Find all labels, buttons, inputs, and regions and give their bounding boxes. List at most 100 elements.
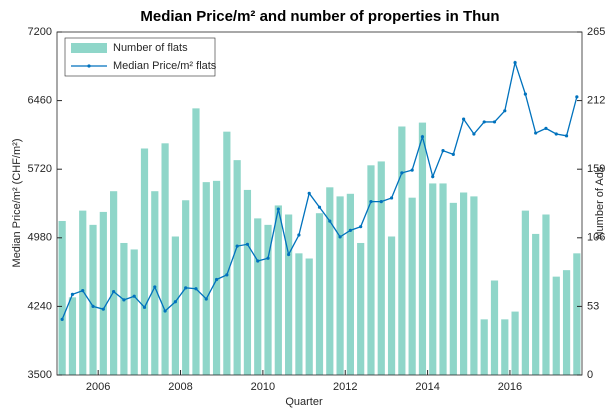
- y-axis-label: Median Price/m² (CHF/m²): [11, 139, 23, 268]
- line-marker: [101, 307, 105, 311]
- bar: [295, 253, 303, 375]
- line-marker: [348, 228, 352, 232]
- line-marker: [132, 294, 136, 298]
- line-marker: [173, 300, 177, 304]
- line-marker: [163, 309, 167, 313]
- bar: [532, 233, 540, 375]
- line-marker: [266, 256, 270, 260]
- bar: [99, 211, 107, 375]
- line-marker: [317, 205, 322, 209]
- bar: [171, 236, 179, 375]
- line-marker: [307, 191, 311, 195]
- chart-title: Median Price/m² and number of properties…: [140, 8, 499, 25]
- bar: [511, 311, 519, 375]
- line-marker: [420, 135, 425, 139]
- bar: [58, 220, 66, 375]
- x-tick-label: 2008: [168, 381, 192, 393]
- bar: [429, 183, 437, 375]
- line-marker: [575, 95, 579, 99]
- y-tick-label: 4240: [28, 300, 52, 312]
- line-marker: [400, 171, 404, 175]
- line-marker: [235, 244, 239, 248]
- line-marker: [60, 317, 64, 321]
- line-marker: [91, 304, 95, 308]
- line-marker: [276, 207, 280, 211]
- bar: [68, 297, 77, 375]
- bar: [470, 196, 478, 375]
- line-marker: [338, 235, 342, 239]
- bar: [501, 319, 509, 375]
- y-tick-label: 6460: [28, 95, 52, 107]
- line-marker: [245, 242, 250, 246]
- line-marker: [523, 92, 527, 96]
- line-marker: [70, 292, 75, 296]
- bar: [552, 276, 560, 375]
- y2-tick-label: 53: [587, 300, 599, 312]
- line-marker: [194, 287, 198, 291]
- bar: [326, 187, 334, 375]
- bar: [521, 210, 529, 375]
- bar: [439, 183, 447, 375]
- bar: [573, 253, 581, 375]
- bar: [192, 108, 200, 376]
- line-marker: [142, 305, 147, 309]
- legend-label: Number of flats: [113, 42, 188, 54]
- bar: [377, 161, 385, 375]
- bar: [305, 258, 313, 375]
- y2-tick-label: 265: [587, 26, 605, 38]
- line-marker: [153, 285, 157, 289]
- line-marker: [462, 117, 466, 121]
- line-marker: [184, 286, 188, 290]
- y2-tick-label: 212: [587, 95, 605, 107]
- line-marker: [214, 277, 219, 282]
- bar: [398, 126, 406, 376]
- bar: [274, 205, 282, 375]
- bar: [233, 160, 241, 375]
- legend-label: Median Price/m² flats: [113, 60, 217, 72]
- line-marker: [359, 225, 363, 229]
- bar: [315, 213, 324, 375]
- line-marker: [297, 233, 301, 237]
- bar: [140, 148, 149, 375]
- bar: [264, 224, 272, 375]
- bar: [130, 249, 138, 375]
- bar: [542, 214, 550, 375]
- line-marker: [482, 120, 486, 124]
- line-marker: [122, 298, 126, 302]
- line-marker: [81, 289, 85, 293]
- line-marker: [389, 196, 394, 200]
- bar: [460, 192, 468, 375]
- line-marker: [472, 132, 476, 136]
- y-tick-label: 4980: [28, 232, 52, 244]
- y-tick-label: 7200: [28, 26, 52, 38]
- legend-swatch: [71, 43, 107, 53]
- x-tick-label: 2010: [251, 381, 275, 393]
- bar: [254, 218, 262, 375]
- bar: [357, 242, 365, 375]
- y2-axis-label: Number of Ads: [594, 166, 606, 239]
- y-tick-label: 3500: [28, 369, 52, 381]
- line-marker: [534, 131, 538, 135]
- legend-marker: [87, 64, 91, 68]
- x-axis-label: Quarter: [285, 396, 323, 408]
- line-marker: [503, 109, 507, 113]
- line-marker: [204, 297, 208, 301]
- x-tick-label: 2014: [415, 381, 439, 393]
- line-marker: [451, 152, 455, 156]
- bar: [418, 122, 427, 375]
- plot-frame: [56, 31, 583, 376]
- line-marker: [225, 273, 229, 277]
- x-tick-label: 2012: [333, 381, 357, 393]
- line-marker: [256, 259, 260, 263]
- y-tick-label: 5720: [28, 163, 52, 175]
- line-marker: [287, 252, 291, 257]
- bar: [449, 202, 457, 375]
- line-marker: [112, 289, 116, 294]
- bar: [79, 210, 87, 375]
- bar: [223, 131, 231, 375]
- bar: [408, 197, 416, 375]
- bar: [89, 224, 97, 375]
- y2-tick-label: 0: [587, 369, 593, 381]
- bar: [120, 242, 128, 375]
